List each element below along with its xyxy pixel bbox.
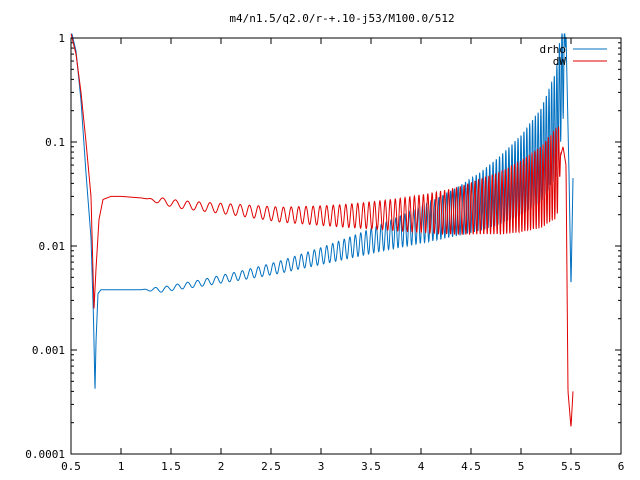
ticks-layer: 0.5 1 1.5 2 2.5 3 3.5 4 4.5 5 5.5 6 0.0001 0.001 0.01 0…: [25, 32, 624, 473]
x-tick-label: 5: [518, 460, 525, 473]
x-tick-label: 2.5: [261, 460, 281, 473]
series-line-dW: [70, 33, 574, 427]
legend-label: drho: [540, 43, 567, 56]
chart-title: m4/n1.5/q2.0/r-+.10-j53/M100.0/512: [229, 12, 454, 25]
series-line-drho: [71, 33, 574, 389]
y-tick-label: 0.01: [39, 240, 66, 253]
x-tick-label: 0.5: [61, 460, 81, 473]
plot-frame: [70, 37, 622, 455]
x-tick-label: 5.5: [561, 460, 581, 473]
y-tick-label: 1: [58, 32, 65, 45]
x-tick-label: 6: [618, 460, 625, 473]
x-tick-label: 2: [218, 460, 225, 473]
x-tick-label: 1: [118, 460, 125, 473]
y-tick-label: 0.0001: [25, 448, 65, 461]
y-tick-label: 0.1: [45, 136, 65, 149]
x-tick-label: 4.5: [461, 460, 481, 473]
x-tick-label: 3.5: [361, 460, 381, 473]
y-tick-label: 0.001: [32, 344, 65, 357]
x-tick-label: 1.5: [161, 460, 181, 473]
x-tick-label: 3: [318, 460, 325, 473]
x-tick-label: 4: [418, 460, 425, 473]
legend-label: dW: [553, 55, 567, 68]
series-layer: [70, 33, 574, 427]
